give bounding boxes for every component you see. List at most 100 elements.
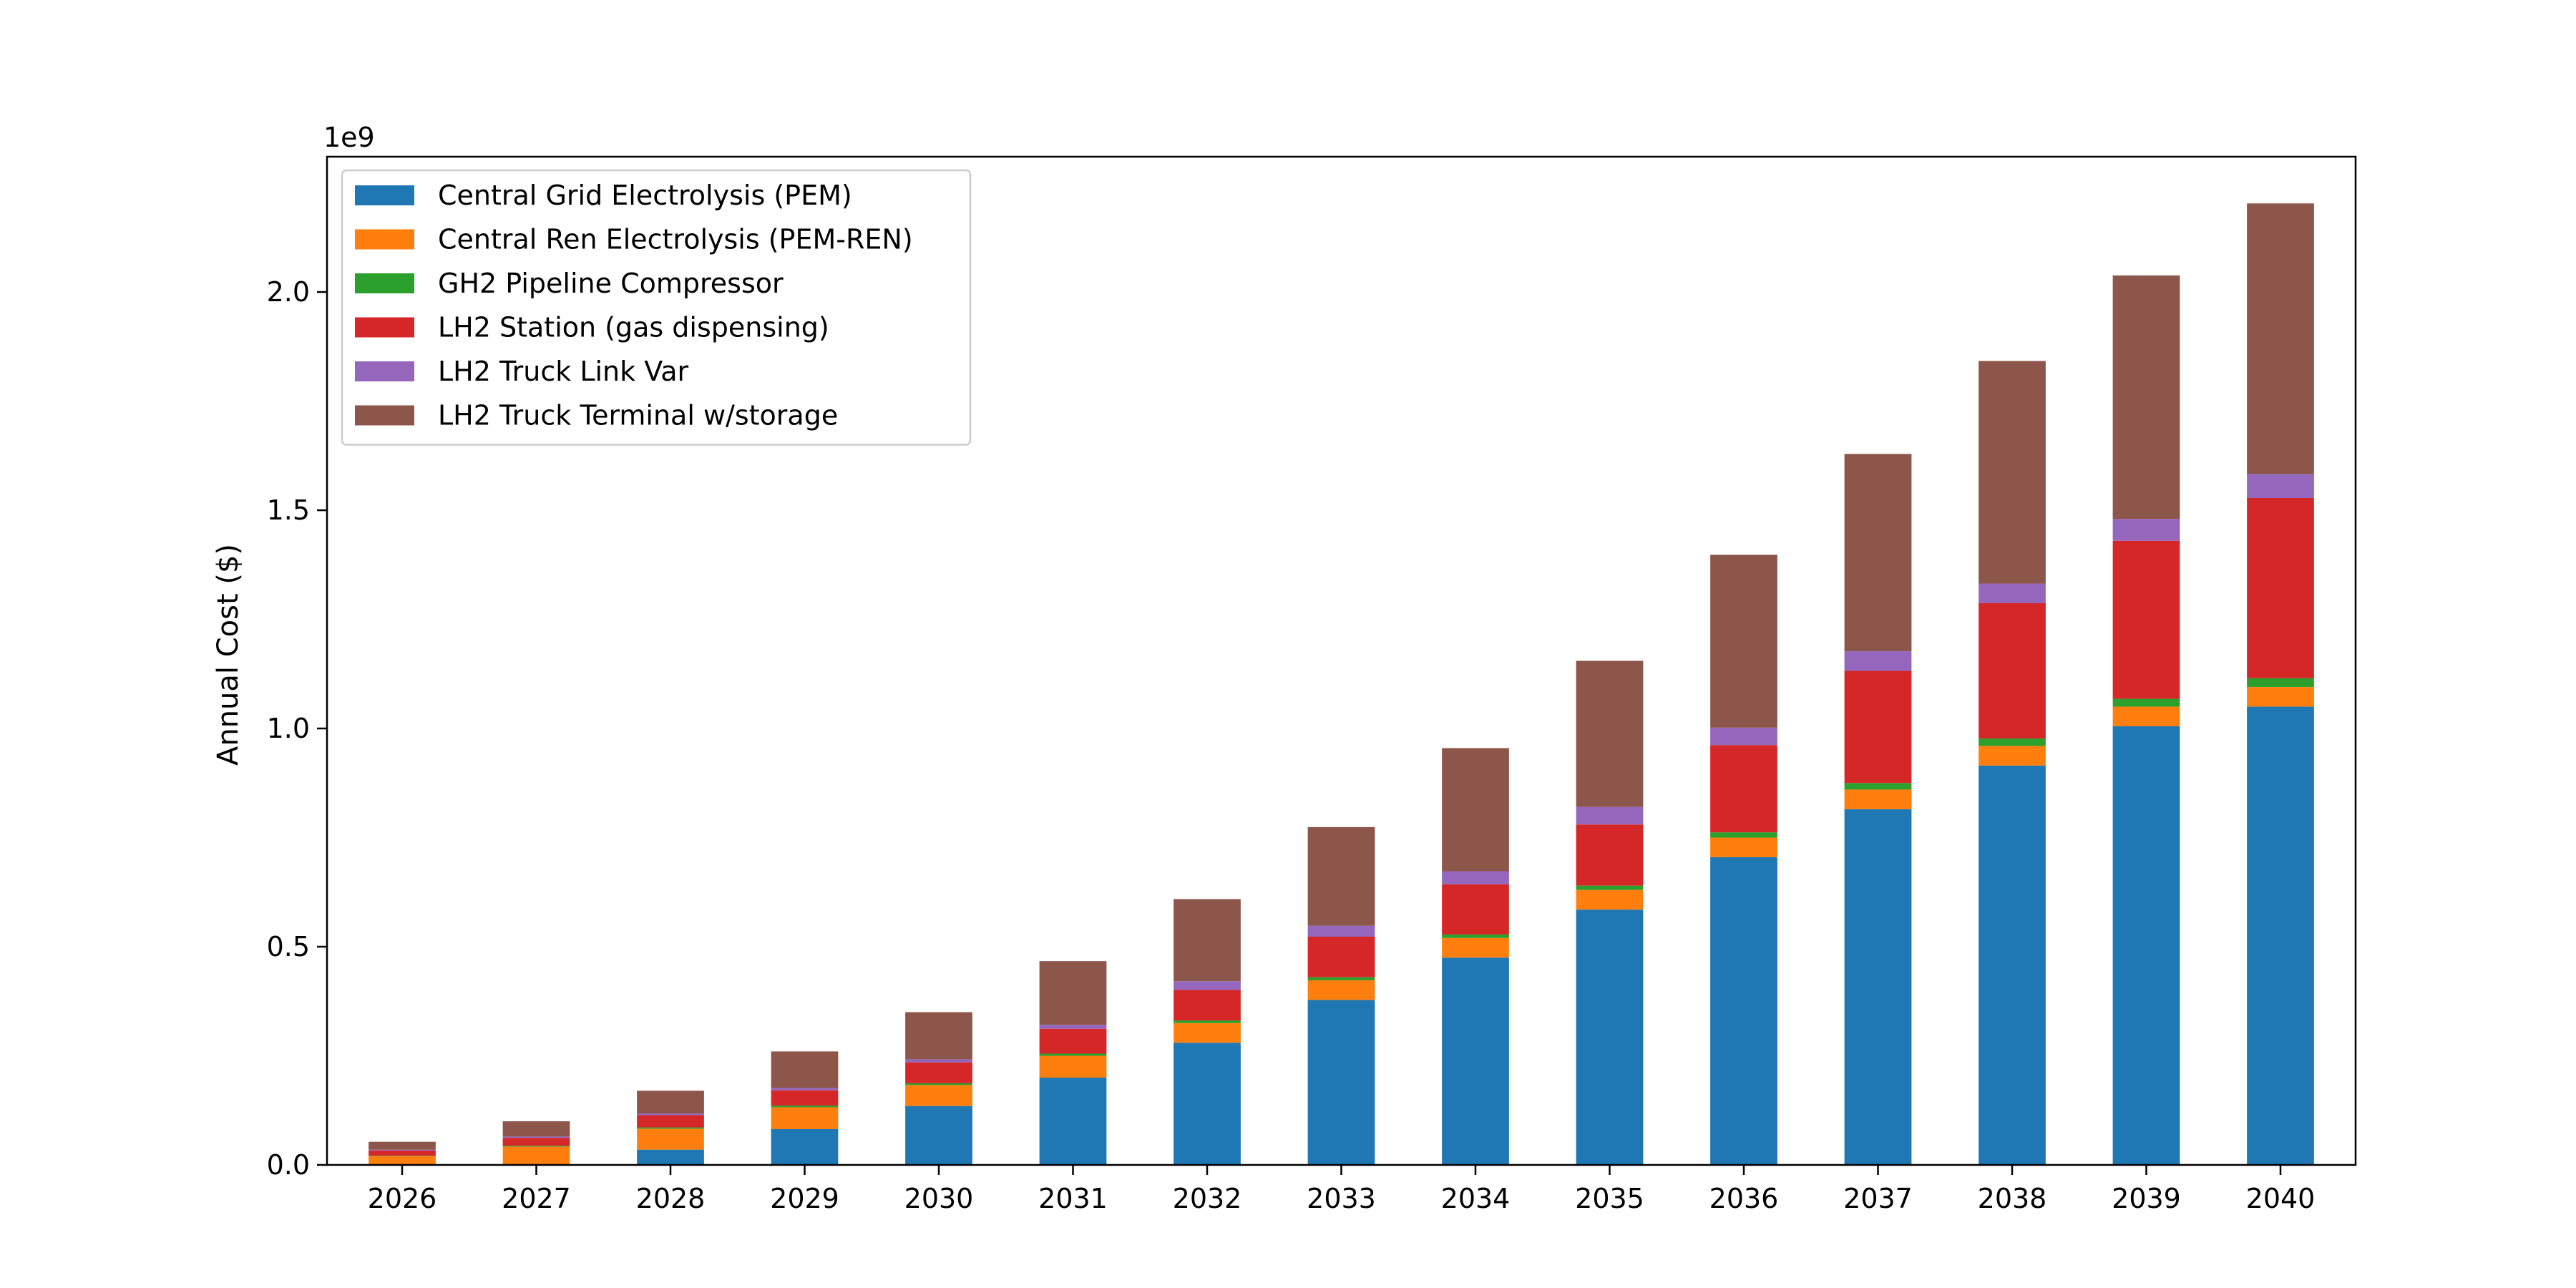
bar-2028-series-5: [637, 1091, 704, 1114]
x-tick-label: 2026: [368, 1183, 437, 1214]
x-tick-label: 2040: [2246, 1183, 2316, 1214]
bar-2031-series-5: [1039, 961, 1107, 1025]
bar-2031-series-1: [1039, 1055, 1107, 1078]
bar-2027-series-1: [502, 1146, 570, 1165]
bar-2035-series-1: [1576, 889, 1644, 910]
bar-2038-series-5: [1979, 361, 2046, 584]
bar-2040-series-1: [2247, 687, 2314, 707]
bar-2033-series-1: [1307, 980, 1375, 1000]
x-tick-label: 2032: [1173, 1183, 1242, 1214]
bar-2026-series-4: [369, 1149, 436, 1151]
bar-2039-series-3: [2112, 540, 2180, 699]
x-tick-label: 2027: [502, 1183, 571, 1214]
legend-swatch: [355, 273, 414, 293]
y-axis-label: Annual Cost ($): [212, 544, 245, 766]
bar-2030-series-4: [905, 1059, 972, 1063]
legend-swatch: [355, 405, 414, 426]
bar-2036-series-0: [1710, 857, 1777, 1165]
bar-2030-series-1: [905, 1085, 972, 1106]
y-tick-label: 2.0: [267, 276, 310, 308]
bar-2030-series-2: [905, 1083, 972, 1085]
bar-2038-series-2: [1979, 738, 2046, 746]
bar-2033-series-2: [1307, 977, 1375, 980]
y-tick-label: 0.5: [267, 931, 310, 962]
bar-2039-series-5: [2112, 275, 2180, 519]
bar-2033-series-4: [1307, 925, 1375, 937]
bar-2031-series-4: [1039, 1025, 1107, 1029]
x-tick-label: 2039: [2112, 1183, 2181, 1214]
bar-2037-series-2: [1844, 783, 1912, 790]
bar-2032-series-4: [1174, 981, 1241, 990]
bar-2029-series-2: [771, 1106, 839, 1108]
bar-2036-series-1: [1710, 837, 1777, 857]
bar-2038-series-3: [1979, 602, 2046, 739]
bar-2038-series-0: [1979, 765, 2046, 1165]
x-tick-label: 2036: [1709, 1183, 1779, 1214]
bar-2038-series-4: [1979, 583, 2046, 603]
bar-2034-series-4: [1442, 871, 1509, 884]
legend-label: LH2 Truck Terminal w/storage: [438, 400, 838, 431]
bar-2034-series-3: [1442, 884, 1509, 935]
bar-2037-series-5: [1844, 454, 1912, 652]
bar-2031-series-2: [1039, 1053, 1107, 1056]
bar-2029-series-3: [771, 1090, 839, 1106]
x-tick-label: 2038: [1978, 1183, 2047, 1214]
bar-2033-series-3: [1307, 936, 1375, 977]
bar-2032-series-0: [1174, 1043, 1241, 1165]
legend-label: LH2 Truck Link Var: [438, 356, 689, 387]
bar-2032-series-1: [1174, 1023, 1241, 1043]
bar-2027-series-4: [502, 1136, 570, 1138]
bar-2034-series-1: [1442, 937, 1509, 958]
bar-2030-series-5: [905, 1012, 972, 1060]
bar-2032-series-3: [1174, 990, 1241, 1021]
x-tick-label: 2028: [636, 1183, 706, 1214]
bar-2029-series-0: [771, 1128, 839, 1165]
bar-2034-series-0: [1442, 957, 1509, 1165]
bar-2037-series-0: [1844, 809, 1912, 1165]
bar-2040-series-3: [2247, 497, 2314, 678]
bar-2038-series-1: [1979, 746, 2046, 766]
legend-label: Central Ren Electrolysis (PEM-REN): [438, 224, 913, 255]
bar-2032-series-2: [1174, 1020, 1241, 1023]
bar-2027-series-5: [502, 1121, 570, 1137]
bar-2034-series-2: [1442, 934, 1509, 938]
bar-2029-series-1: [771, 1107, 839, 1129]
bar-2028-series-4: [637, 1113, 704, 1116]
bar-2026-series-1: [369, 1156, 436, 1165]
bar-2031-series-0: [1039, 1078, 1107, 1165]
x-axis: 2026 2027 2028 2029 2030 2031 2032 2033 2034 2035…: [368, 1165, 2316, 1214]
legend-swatch: [355, 185, 414, 205]
bar-2040-series-0: [2247, 706, 2314, 1165]
y-tick-label: 0.0: [267, 1149, 310, 1181]
bar-2032-series-5: [1174, 899, 1241, 982]
bar-2031-series-3: [1039, 1028, 1107, 1054]
x-tick-label: 2029: [770, 1183, 839, 1214]
y-tick-label: 1.5: [267, 494, 310, 526]
bar-2030-series-0: [905, 1106, 972, 1165]
bar-2039-series-0: [2112, 726, 2180, 1165]
bar-2030-series-3: [905, 1062, 972, 1083]
y-axis-offset-label: 1e9: [323, 122, 375, 153]
bar-2036-series-4: [1710, 727, 1777, 746]
bar-2033-series-5: [1307, 826, 1375, 926]
bar-2039-series-2: [2112, 698, 2180, 707]
bar-2028-series-3: [637, 1115, 704, 1128]
bar-2036-series-5: [1710, 555, 1777, 728]
bar-2029-series-5: [771, 1051, 839, 1088]
bar-2035-series-2: [1576, 885, 1644, 890]
bar-2034-series-5: [1442, 748, 1509, 872]
bar-2028-series-2: [637, 1127, 704, 1129]
bar-2035-series-3: [1576, 824, 1644, 886]
y-tick-label: 1.0: [267, 713, 310, 744]
bar-2027-series-3: [502, 1138, 570, 1146]
x-tick-label: 2035: [1575, 1183, 1644, 1214]
bar-2040-series-2: [2247, 678, 2314, 688]
bar-2037-series-1: [1844, 789, 1912, 809]
bar-2026-series-3: [369, 1150, 436, 1156]
bar-2029-series-4: [771, 1088, 839, 1091]
bar-2035-series-5: [1576, 660, 1644, 807]
bar-2035-series-0: [1576, 909, 1644, 1165]
legend-label: GH2 Pipeline Compressor: [438, 268, 784, 299]
bar-2035-series-4: [1576, 806, 1644, 825]
